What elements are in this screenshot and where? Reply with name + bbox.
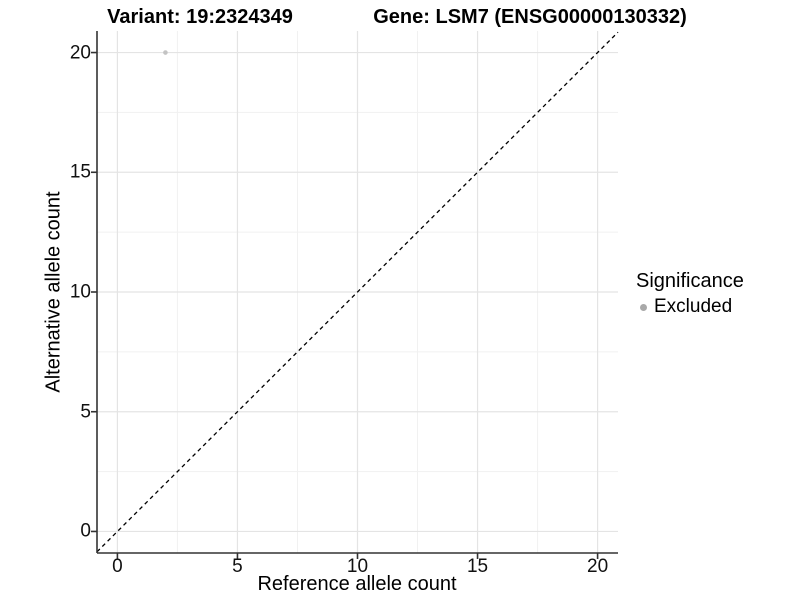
y-tick-label: 15	[69, 161, 91, 183]
plot-title-gene: Gene: LSM7 (ENSG00000130332)	[373, 6, 687, 28]
legend-item-label: Excluded	[654, 296, 733, 317]
legend-title: Significance	[636, 270, 744, 292]
y-tick-label: 0	[80, 520, 91, 542]
x-axis-title: Reference allele count	[257, 573, 457, 595]
x-tick-label: 15	[466, 556, 489, 577]
data-point-excluded	[163, 50, 168, 55]
legend: Significance Excluded	[636, 270, 744, 318]
x-tick-label: 20	[587, 556, 609, 577]
y-tick-label: 10	[69, 281, 91, 303]
legend-point-icon	[640, 303, 647, 311]
legend-item-excluded: Excluded	[640, 296, 744, 318]
x-tick-label: 0	[112, 556, 123, 577]
plot-title-variant: Variant: 19:2324349	[107, 6, 293, 28]
y-axis-title: Alternative allele count	[42, 191, 65, 393]
x-tick-label: 5	[232, 556, 243, 577]
x-tick-label: 10	[346, 556, 369, 577]
y-tick-label: 20	[69, 42, 91, 64]
identity-reference-line	[96, 31, 619, 553]
y-tick-label: 5	[80, 401, 91, 423]
